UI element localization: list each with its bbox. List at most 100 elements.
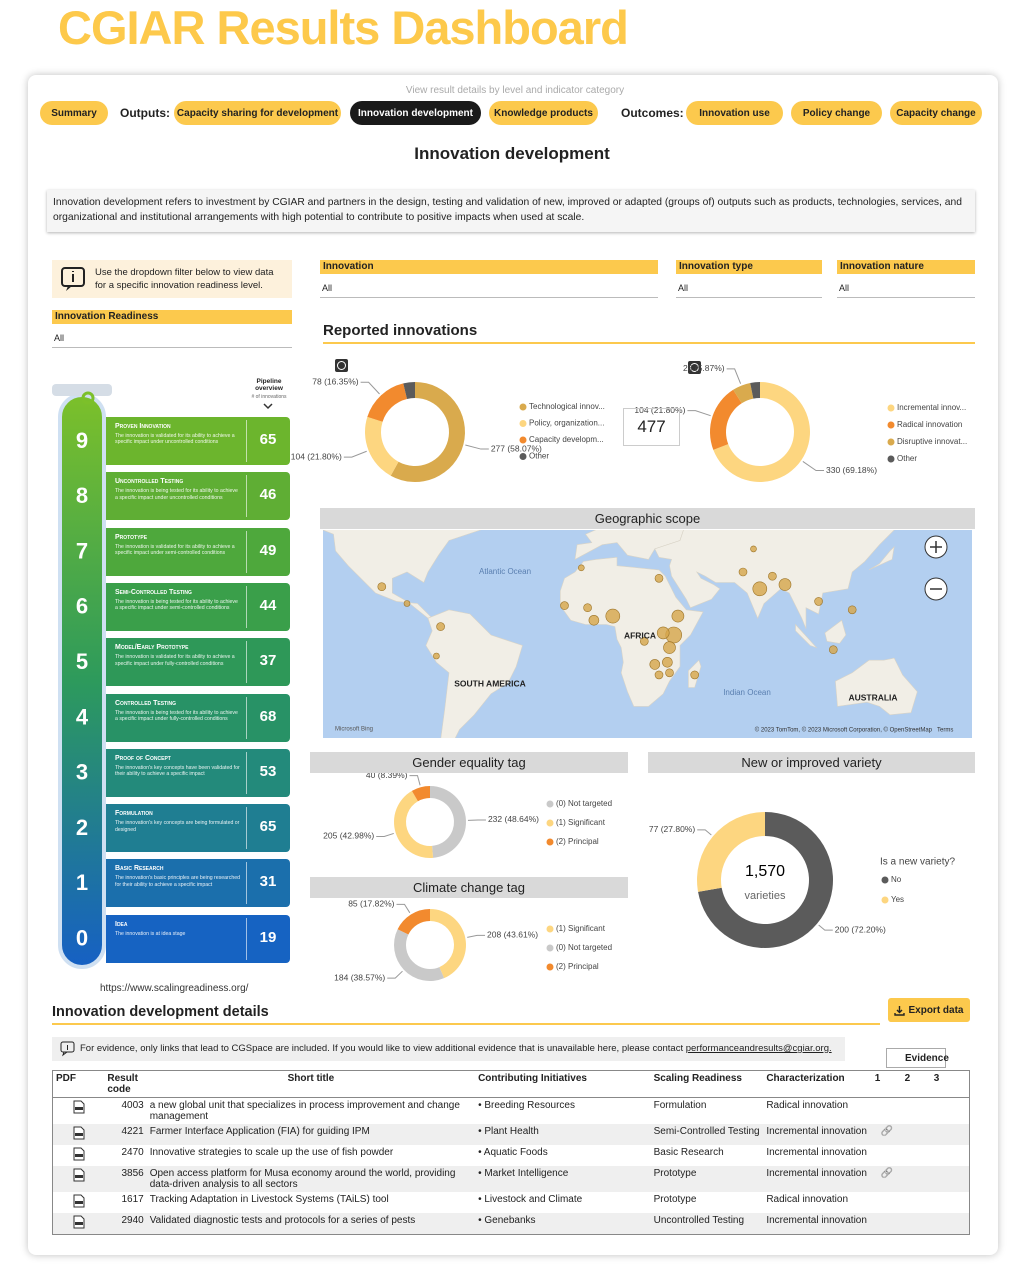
export-label: Export data — [908, 1004, 964, 1016]
filter-value: All — [322, 283, 333, 293]
legend-marker — [519, 436, 527, 444]
export-button[interactable]: Export data — [888, 998, 970, 1022]
filter-dropdown[interactable]: All — [52, 330, 292, 348]
pipeline-subheader: # of innovations — [251, 394, 287, 400]
level-card[interactable]: Semi-Controlled Testing The innovation is… — [106, 582, 290, 631]
nav-summary[interactable]: Summary — [40, 101, 108, 125]
filter-dropdown[interactable]: All — [676, 280, 822, 298]
evidence-link[interactable]: 🔗 — [880, 1126, 893, 1137]
pdf-icon[interactable] — [73, 1126, 85, 1140]
legend-marker — [887, 455, 895, 463]
table-cell: a new global unit that specializes in pr… — [149, 1100, 460, 1122]
level-count: 65 — [259, 818, 277, 836]
value-label: 85 (17.82%) — [348, 899, 394, 909]
column-header: Short title — [146, 1070, 476, 1098]
zoom-in[interactable] — [924, 535, 948, 559]
level-count: 49 — [259, 541, 277, 559]
nav-output[interactable]: Knowledge products — [489, 101, 598, 125]
level-name: Model/Early Prototype — [115, 644, 189, 652]
map-title: Geographic scope — [320, 508, 975, 529]
level-divider — [246, 751, 247, 794]
legend-marker — [519, 403, 527, 411]
level-card[interactable]: Idea The innovation is at idea stage 19 — [106, 914, 290, 963]
pdf-cell — [52, 1166, 105, 1192]
level-divider — [246, 420, 247, 462]
level-name: Controlled Testing — [115, 699, 176, 707]
evidence-link[interactable]: 🔗 — [880, 1168, 893, 1179]
evidence-cell — [872, 1098, 902, 1125]
location-bubble — [656, 626, 670, 640]
filter-value: All — [54, 333, 65, 343]
filter-dropdown[interactable]: All — [320, 280, 658, 298]
nav-outcome[interactable]: Innovation use — [686, 101, 783, 125]
level-count: 46 — [259, 486, 277, 504]
legend-label: (0) Not targeted — [556, 943, 612, 952]
nav-output[interactable]: Innovation development — [350, 101, 481, 125]
legend-label: (2) Principal — [556, 837, 599, 846]
reported-title: Reported innovations — [323, 322, 478, 339]
column-header: 1 — [871, 1070, 902, 1098]
location-bubble — [377, 582, 387, 592]
pdf-icon[interactable] — [73, 1194, 85, 1208]
legend-marker — [546, 925, 554, 933]
table-cell: Uncontrolled Testing — [650, 1213, 764, 1235]
level-card[interactable]: Model/Early Prototype The innovation is v… — [106, 638, 290, 687]
table-cell: Tracking Adaptation in Livestock Systems… — [149, 1194, 389, 1205]
map-label: AUSTRALIA — [848, 692, 897, 702]
table-cell: • Aquatic Foods — [478, 1147, 548, 1158]
location-bubble — [433, 652, 440, 660]
note-icon — [61, 267, 85, 291]
filter-label: Innovation nature — [837, 260, 975, 274]
level-card[interactable]: Formulation The innovation's key concepts… — [106, 804, 290, 853]
landmass — [868, 545, 895, 571]
value-label: 205 (42.98%) — [323, 831, 374, 841]
pdf-icon[interactable] — [73, 1168, 85, 1182]
evidence-cell: 🔗 — [871, 1166, 902, 1192]
legend-marker — [546, 800, 554, 808]
level-card[interactable]: Prototype The innovation is validated for… — [106, 527, 290, 576]
outputs-label: Outputs: — [120, 106, 170, 120]
level-count: 31 — [259, 873, 277, 891]
leader-line — [396, 903, 411, 914]
pdf-icon[interactable] — [73, 1147, 85, 1161]
filter-dropdown[interactable]: All — [837, 280, 975, 298]
table-row: 4003 a new global unit that specializes i… — [53, 1098, 970, 1125]
donut-slice — [713, 382, 810, 483]
total-box: 477 — [623, 408, 680, 446]
filter-label: Innovation Readiness — [52, 310, 292, 324]
value-label: 104 (21.80%) — [291, 451, 342, 461]
leader-line — [818, 924, 833, 931]
donut-slice — [430, 909, 466, 979]
legend-marker — [519, 420, 527, 427]
level-card[interactable]: Controlled Testing The innovation is bein… — [106, 693, 290, 742]
pdf-cell — [52, 1124, 105, 1145]
nav-outcome[interactable]: Capacity change — [890, 101, 982, 125]
map-terms: Terms — [937, 728, 953, 734]
contact-email[interactable]: performanceandresults@cgiar.org. — [685, 1043, 832, 1054]
location-bubble — [436, 622, 445, 631]
pdf-icon[interactable] — [73, 1100, 85, 1114]
evidence-cell — [931, 1192, 970, 1213]
level-description: The innovation is at idea stage — [115, 930, 186, 937]
level-card[interactable]: Proof of Concept The innovation's key con… — [106, 748, 290, 797]
level-description: The innovation is validated for its abil… — [115, 654, 235, 667]
location-bubble — [663, 641, 676, 654]
level-card[interactable]: Proven Innovation The innovation is valid… — [106, 417, 290, 465]
nav-outcome[interactable]: Policy change — [791, 101, 882, 125]
pdf-cell — [52, 1213, 105, 1235]
nav-output[interactable]: Capacity sharing for development — [174, 101, 341, 125]
location-bubble — [752, 581, 768, 597]
donut-slice — [390, 382, 465, 482]
level-card[interactable]: Basic Research The innovation's basic pri… — [106, 859, 290, 908]
table-row: 3856 Open access platform for Musa econom… — [52, 1166, 970, 1192]
column-header: PDF — [52, 1070, 105, 1098]
table-cell: • Market Intelligence — [475, 1166, 651, 1192]
evidence-cell — [930, 1124, 970, 1145]
zoom-out[interactable] — [924, 577, 948, 601]
landmass — [795, 623, 818, 649]
pdf-icon[interactable] — [73, 1215, 85, 1229]
level-number: 0 — [76, 926, 88, 951]
legend-label: Incremental innov... — [897, 403, 966, 412]
level-card[interactable]: Uncontrolled Testing The innovation is be… — [106, 472, 290, 521]
location-bubble — [662, 656, 673, 668]
